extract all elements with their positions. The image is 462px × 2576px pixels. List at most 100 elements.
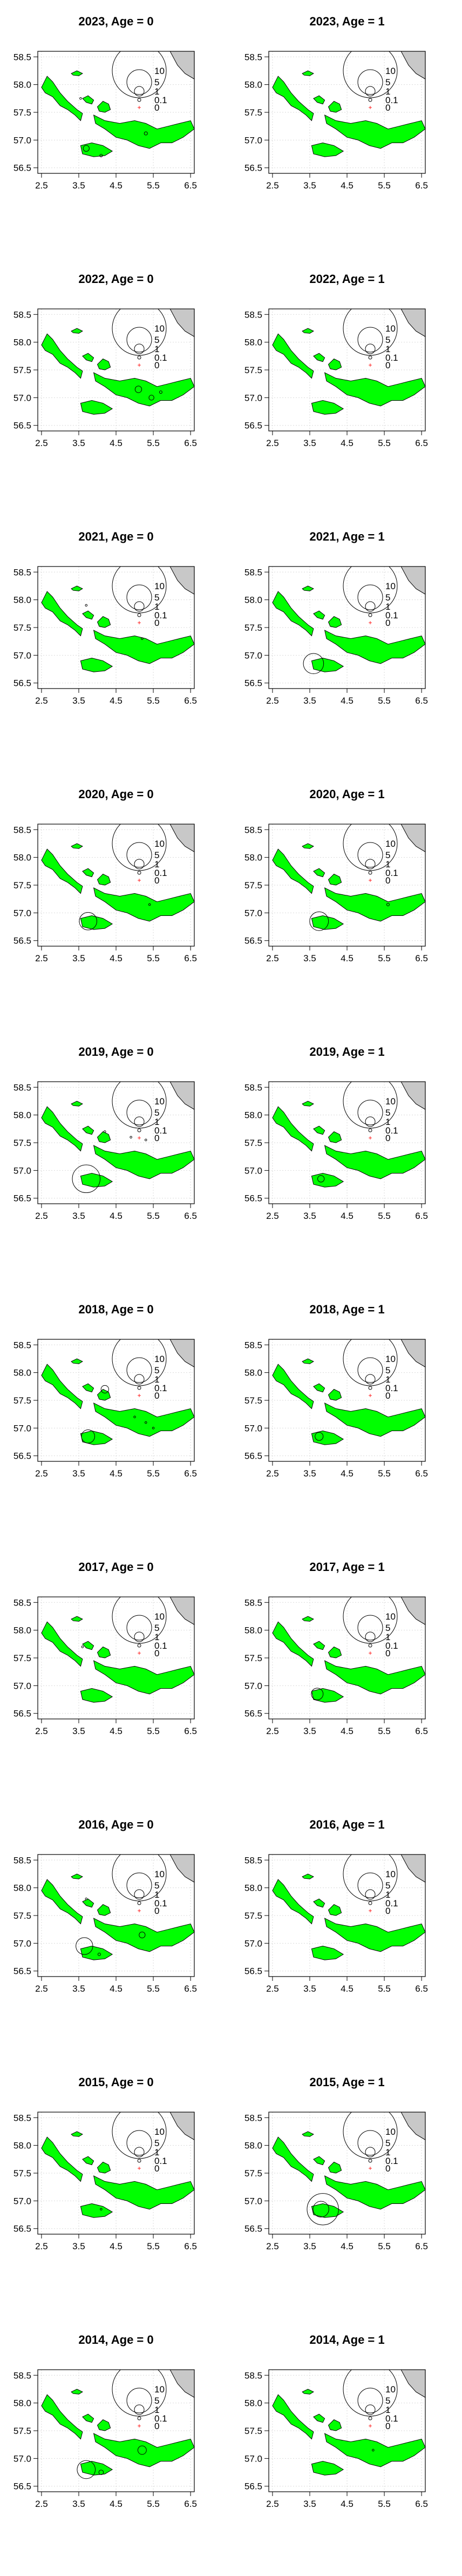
x-tick-label: 6.5 <box>415 696 428 706</box>
y-tick-label: 57.0 <box>13 908 31 918</box>
data-bubble <box>133 1415 136 1419</box>
legend-circle <box>357 69 383 95</box>
legend-label: 0 <box>154 1906 159 1916</box>
y-tick-label: 58.0 <box>13 2398 31 2409</box>
y-tick-label: 57.5 <box>244 365 262 375</box>
x-tick-label: 4.5 <box>341 1984 354 1994</box>
legend-circle <box>126 1100 152 1125</box>
x-tick-label: 6.5 <box>184 2499 197 2509</box>
legend-label: 0.1 <box>154 2156 167 2166</box>
x-tick-label: 3.5 <box>303 2499 316 2509</box>
coastline <box>400 1597 425 1625</box>
data-bubble <box>81 1429 96 1444</box>
legend-circle <box>126 69 152 95</box>
x-tick-label: 6.5 <box>184 1984 197 1994</box>
x-tick-label: 6.5 <box>415 1984 428 1994</box>
y-tick-label: 58.0 <box>244 2141 262 2151</box>
legend-label: 0 <box>385 1648 390 1658</box>
x-tick-label: 4.5 <box>110 438 123 448</box>
x-tick-label: 5.5 <box>147 1211 160 1221</box>
survey-area <box>272 591 314 637</box>
x-tick-label: 5.5 <box>147 438 160 448</box>
y-tick-label: 57.5 <box>13 107 31 118</box>
survey-area <box>313 2156 325 2166</box>
survey-area <box>272 1106 314 1152</box>
coastline <box>400 1855 425 1883</box>
data-bubble <box>144 131 148 136</box>
x-tick-label: 4.5 <box>341 1211 354 1221</box>
data-bubble <box>309 911 329 931</box>
legend-zero-marker: + <box>137 1392 141 1399</box>
survey-area <box>82 1125 94 1135</box>
y-tick-label: 57.5 <box>13 2426 31 2436</box>
data-bubble <box>303 653 324 675</box>
x-tick-label: 3.5 <box>72 438 85 448</box>
survey-area <box>82 353 94 362</box>
legend-label: 5 <box>385 1623 390 1633</box>
data-bubble <box>139 1931 146 1939</box>
x-tick-label: 5.5 <box>147 1726 160 1736</box>
legend-label: 1 <box>385 2147 390 2157</box>
survey-area <box>97 2419 111 2431</box>
legend-circle <box>134 86 145 97</box>
legend-label: 0.1 <box>154 95 167 105</box>
legend-label: 10 <box>385 1611 396 1622</box>
x-tick-label: 6.5 <box>415 1726 428 1736</box>
survey-area <box>313 1125 325 1135</box>
legend-circle <box>137 1643 141 1648</box>
legend-circle <box>357 842 383 868</box>
survey-area <box>41 2394 83 2440</box>
legend-circle <box>368 613 372 617</box>
legend-circle <box>365 2404 376 2415</box>
y-tick-label: 57.5 <box>244 1138 262 1148</box>
coastline <box>169 309 194 337</box>
legend-zero-marker: + <box>137 1649 141 1657</box>
x-tick-label: 2.5 <box>266 1468 279 1479</box>
y-tick-label: 58.0 <box>13 80 31 90</box>
legend-label: 1 <box>154 1117 159 1127</box>
x-tick-label: 4.5 <box>341 180 354 191</box>
legend-zero-marker: + <box>368 104 372 111</box>
panel-title: 2017, Age = 1 <box>309 1560 384 1574</box>
coastline <box>400 567 425 595</box>
survey-area <box>311 1688 344 1703</box>
data-bubble <box>72 1164 100 1193</box>
legend-circle <box>357 1357 383 1383</box>
x-tick-label: 2.5 <box>35 180 48 191</box>
y-tick-label: 57.0 <box>244 650 262 660</box>
x-tick-label: 4.5 <box>110 1726 123 1736</box>
x-tick-label: 6.5 <box>415 1211 428 1221</box>
x-tick-label: 4.5 <box>110 2241 123 2251</box>
y-tick-label: 56.5 <box>244 2481 262 2492</box>
x-tick-label: 2.5 <box>266 180 279 191</box>
y-tick-label: 58.0 <box>13 1626 31 1636</box>
survey-area <box>82 1641 94 1650</box>
y-tick-label: 56.5 <box>244 936 262 946</box>
data-bubble <box>85 604 88 607</box>
survey-area <box>71 1616 83 1622</box>
survey-area <box>311 915 344 930</box>
y-tick-label: 58.5 <box>13 1340 31 1350</box>
x-tick-label: 2.5 <box>266 953 279 963</box>
legend-label: 0.1 <box>385 353 398 363</box>
y-tick-label: 56.5 <box>244 2224 262 2234</box>
survey-area <box>41 1621 83 1667</box>
legend-label: 10 <box>385 839 396 849</box>
data-bubble <box>311 1688 324 1701</box>
x-tick-label: 2.5 <box>35 1726 48 1736</box>
x-tick-label: 5.5 <box>147 696 160 706</box>
legend-label: 0 <box>385 2421 390 2431</box>
y-tick-label: 57.0 <box>13 1938 31 1948</box>
legend-label: 0.1 <box>385 95 398 105</box>
x-tick-label: 3.5 <box>303 438 316 448</box>
x-tick-label: 5.5 <box>378 696 391 706</box>
coastline <box>400 2370 425 2398</box>
legend-circle <box>343 309 398 356</box>
data-bubble <box>81 1646 84 1648</box>
y-tick-label: 56.5 <box>244 678 262 689</box>
